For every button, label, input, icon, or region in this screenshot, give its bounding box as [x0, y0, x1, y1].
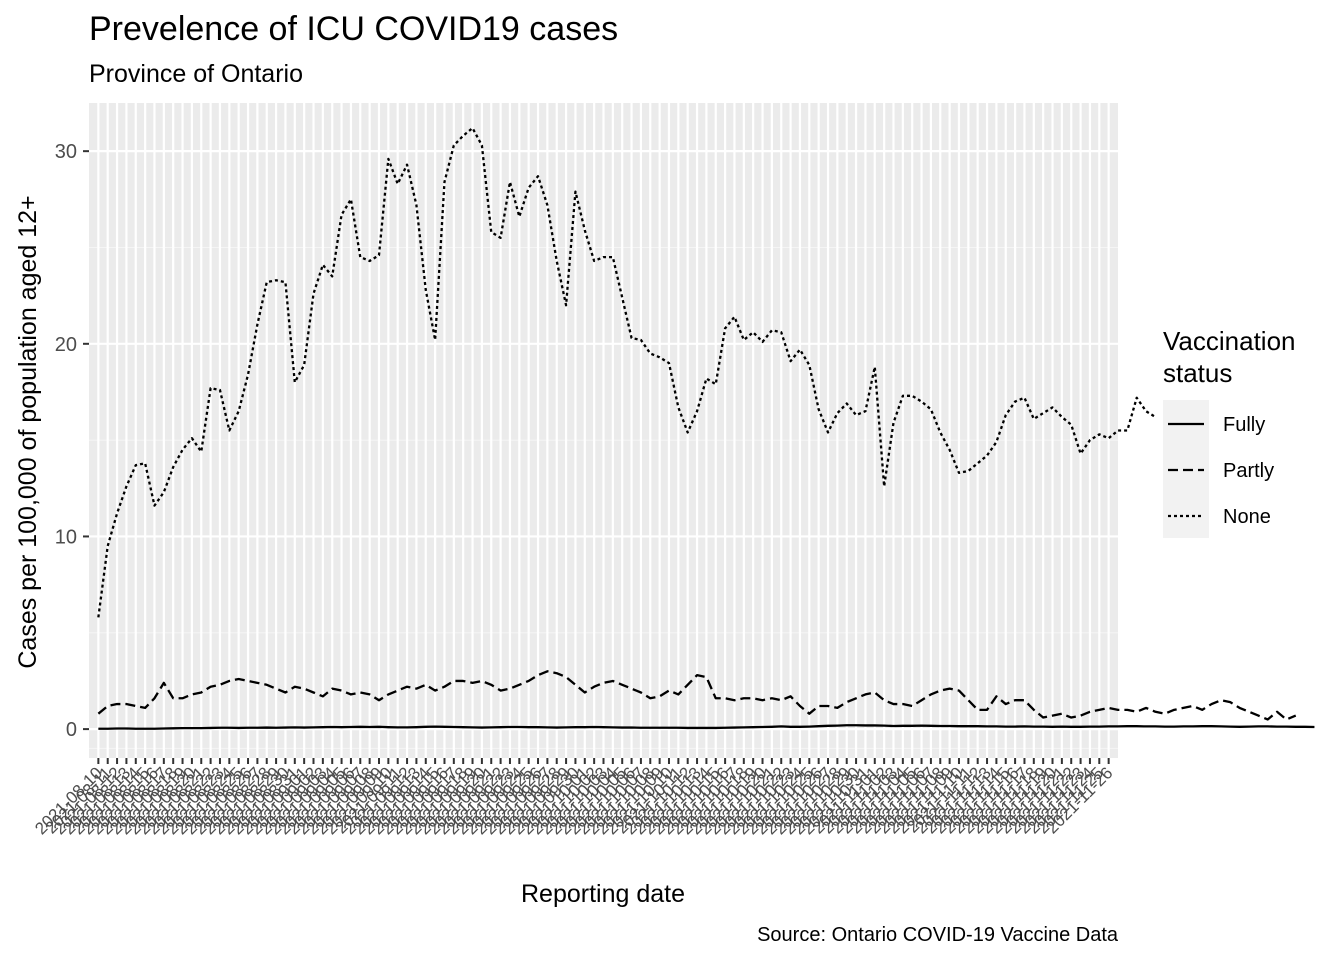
chart-subtitle: Province of Ontario — [89, 60, 303, 88]
legend-title-line1: Vaccination — [1163, 326, 1296, 356]
legend-label-none: None — [1223, 506, 1271, 528]
chart-title: Prevelence of ICU COVID19 cases — [89, 10, 618, 48]
y-tick-label: 30 — [55, 141, 77, 163]
y-tick-label: 10 — [55, 526, 77, 548]
y-tick-label: 0 — [66, 719, 77, 741]
x-axis-title: Reporting date — [521, 880, 685, 908]
legend: Vaccination status Fully Partly None — [1163, 326, 1296, 538]
legend-title-line2: status — [1163, 358, 1232, 388]
legend-label-fully: Fully — [1223, 414, 1265, 436]
y-axis-title: Cases per 100,000 of population aged 12+ — [14, 195, 42, 668]
legend-label-partly: Partly — [1223, 460, 1274, 482]
x-axis: 2021-08-102021-08-112021-08-122021-08-13… — [31, 758, 1116, 838]
y-tick-label: 20 — [55, 334, 77, 356]
y-axis: 0 10 20 30 — [55, 141, 89, 741]
caption: Source: Ontario COVID-19 Vaccine Data — [757, 924, 1119, 946]
